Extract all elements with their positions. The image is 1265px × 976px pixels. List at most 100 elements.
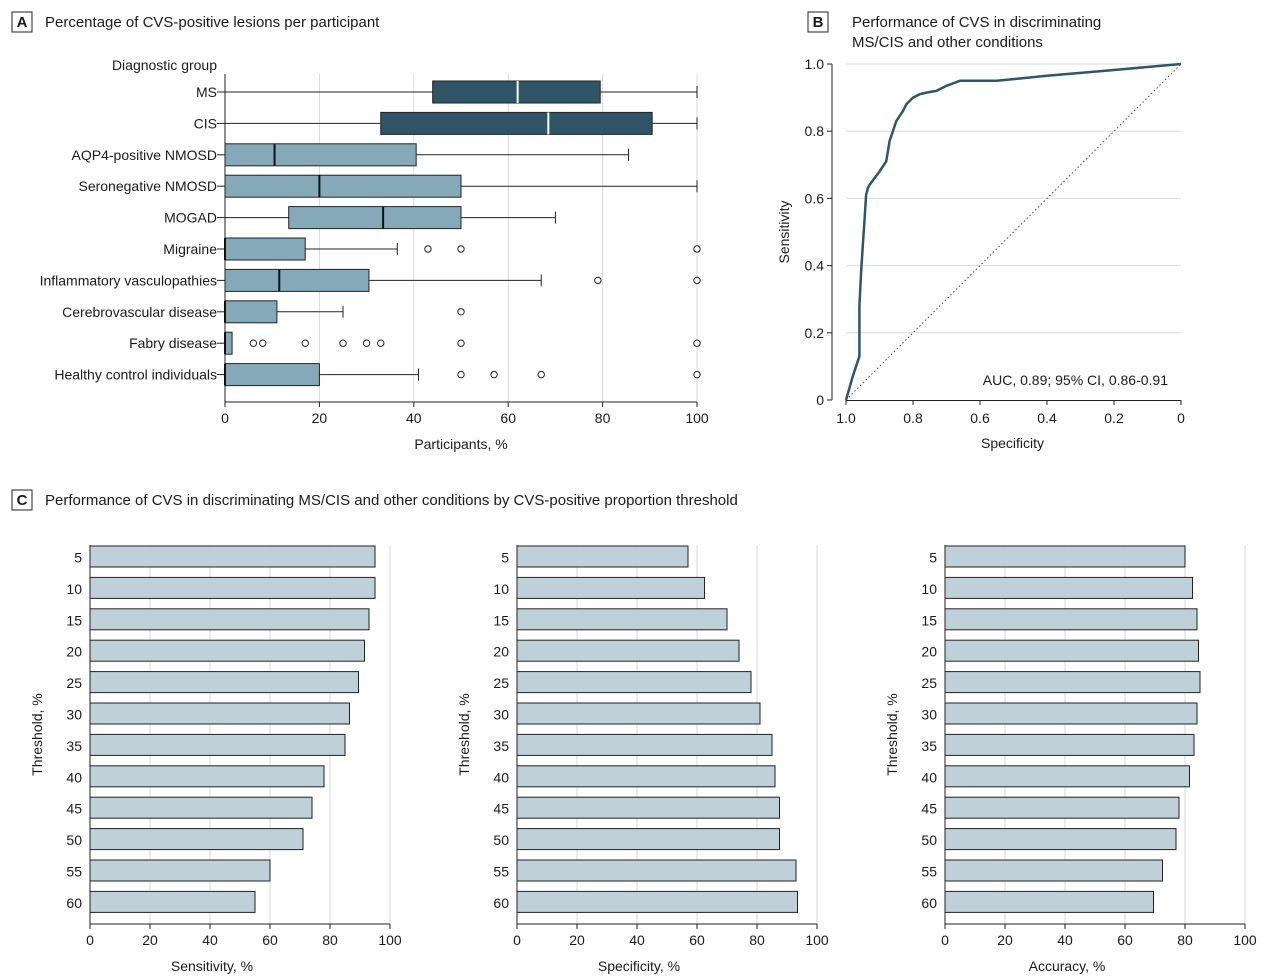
x-tick-label: 40 [406,410,422,426]
threshold-label: 50 [66,832,82,848]
bar [516,545,689,568]
outlier-point [424,245,432,253]
threshold-label: 30 [66,707,82,723]
x-tick-label: 20 [569,932,585,948]
threshold-label: 50 [493,832,509,848]
bar [944,890,1154,913]
outlier-point [693,339,701,347]
x-tick-label: 0.4 [1037,410,1057,426]
x-tick-label: 0 [941,932,949,948]
threshold-label: 40 [493,769,509,785]
x-tick-label: 100 [1233,932,1257,948]
group-header: Diagnostic group [112,57,217,73]
bar [516,796,780,819]
y-axis-label: Threshold, % [884,693,900,775]
outlier-point [377,339,385,347]
panel-c-bars: 0 20 40 60 80 100 Sensitivity, % Threshold, % 5 1… [29,545,1257,974]
x-tick-label: 100 [378,932,402,948]
bar-subchart-1: 0 20 40 60 80 100 Sensitivity, % Threshold, % 5 1… [29,545,402,974]
x-tick-label: 40 [202,932,218,948]
outlier-point [301,339,309,347]
threshold-label: 40 [921,769,937,785]
y-tick-label: 0.4 [805,258,825,274]
bar [89,671,359,694]
panel-b-roc: 0 0.2 0.4 0.6 0.8 1.0 1.0 0.8 0.6 0.4 0.2 0 Specific… [776,56,1185,451]
box-iqr [224,268,370,292]
x-tick-label: 80 [595,410,611,426]
bar [89,796,313,819]
y-axis-label: Threshold, % [456,693,472,775]
threshold-label: 5 [74,550,82,566]
bar [516,733,773,756]
x-tick-label: 80 [749,932,765,948]
threshold-label: 20 [66,644,82,660]
threshold-label: 30 [493,707,509,723]
bar [516,639,740,662]
group-label: MS [196,84,217,100]
bar [89,702,350,725]
threshold-label: 15 [493,612,509,628]
outlier-point [457,245,465,253]
panel-c-title: Performance of CVS in discriminating MS/… [45,492,738,509]
x-tick-label: 80 [322,932,338,948]
x-tick-label: 1.0 [836,410,856,426]
y-axis-label: Sensitivity [776,200,792,263]
roc-curve [844,62,1182,401]
bar [944,859,1163,882]
outlier-point [339,339,347,347]
y-axis-label: Threshold, % [29,693,45,775]
bar [516,671,752,694]
outlier-point [594,276,602,285]
threshold-label: 35 [921,738,937,754]
outlier-point [537,370,545,379]
x-tick-label: 100 [805,932,829,948]
panel-a-header: A Percentage of CVS-positive lesions per… [11,11,380,33]
panel-a-boxplot: 0 20 40 60 80 100 Participants, % Diagnostic gr… [40,57,709,452]
bar [944,796,1180,819]
threshold-label: 5 [501,550,509,566]
panel-a-title: Percentage of CVS-positive lesions per p… [45,14,380,31]
panel-b-title-line1: Performance of CVS in discriminating [852,14,1101,31]
panel-a-letter-box [11,11,33,33]
group-label: Healthy control individuals [54,367,217,383]
threshold-label: 45 [921,801,937,817]
x-tick-label: 20 [142,932,158,948]
box-iqr [288,206,462,230]
outlier-point [457,339,465,347]
x-tick-label: 20 [997,932,1013,948]
threshold-label: 15 [66,612,82,628]
box-iqr [224,363,320,387]
x-tick-label: 60 [689,932,705,948]
bar [516,859,797,882]
y-tick-label: 0.8 [805,123,825,139]
bar [944,576,1193,599]
bar [516,890,798,913]
bar [89,828,304,851]
bar [944,702,1198,725]
bar-subchart-3: 0 20 40 60 80 100 Accuracy, % Threshold, % 5 10 15… [884,545,1257,974]
panel-b-header: B Performance of CVS in discriminating M… [807,11,1101,51]
threshold-label: 60 [921,895,937,911]
y-tick-label: 0 [816,392,824,408]
bar [516,765,776,788]
group-label: CIS [194,115,217,131]
bar [89,765,325,788]
threshold-label: 40 [66,769,82,785]
threshold-label: 55 [66,864,82,880]
threshold-label: 5 [929,550,937,566]
outlier-point [457,308,465,316]
panel-c-header: C Performance of CVS in discriminating M… [11,489,738,511]
x-tick-label: 0.2 [1104,410,1124,426]
group-label: Cerebrovascular disease [62,304,217,320]
bar-subchart-2: 0 20 40 60 80 100 Specificity, % Threshold, % 5 1… [456,545,829,974]
box-iqr [380,111,653,135]
x-axis-label: Sensitivity, % [171,958,253,974]
threshold-label: 30 [921,707,937,723]
group-label: Fabry disease [129,335,217,351]
bar [516,576,705,599]
threshold-label: 35 [493,738,509,754]
outlier-point [693,276,701,285]
x-tick-label: 60 [500,410,516,426]
threshold-label: 55 [493,864,509,880]
